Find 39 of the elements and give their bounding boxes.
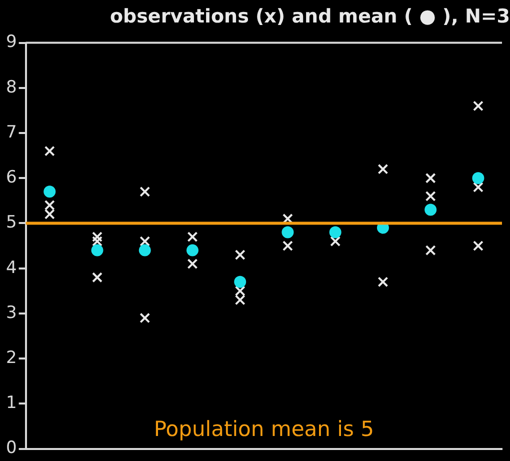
point (472, 100, 484, 112)
point (425, 172, 436, 184)
y-tick-label: 4 (6, 258, 17, 278)
point (140, 312, 150, 324)
point (282, 240, 293, 252)
point (91, 244, 104, 256)
y-tick-label: 8 (6, 77, 17, 98)
y-tick-label: 3 (6, 302, 17, 323)
point (186, 244, 198, 256)
chart-title: observations (x) and mean ( ● ), N=3 (110, 5, 510, 28)
point (44, 146, 55, 156)
point (234, 250, 246, 260)
y-tick-label: 2 (6, 348, 17, 368)
annotation: Population mean is 5 (154, 416, 374, 441)
point (472, 182, 484, 192)
y-tick-label: 9 (6, 32, 17, 52)
point (472, 240, 484, 252)
point (378, 276, 388, 288)
point (472, 172, 484, 184)
point (140, 186, 150, 197)
y-tick-label: 5 (6, 212, 17, 233)
point (187, 258, 198, 270)
point (425, 190, 436, 202)
point (187, 232, 198, 242)
y-tick-label: 1 (6, 393, 17, 414)
point (424, 204, 437, 216)
y-tick-label: 0 (6, 438, 17, 458)
point (282, 226, 294, 238)
point (44, 186, 56, 198)
y-tick-label: 7 (6, 122, 17, 142)
y-tick-label: 6 (6, 168, 17, 188)
point (329, 226, 342, 238)
point (378, 164, 388, 174)
point (425, 245, 436, 256)
point (92, 272, 102, 283)
point (140, 236, 150, 247)
point (138, 244, 151, 256)
point (330, 236, 341, 247)
point (234, 276, 246, 288)
